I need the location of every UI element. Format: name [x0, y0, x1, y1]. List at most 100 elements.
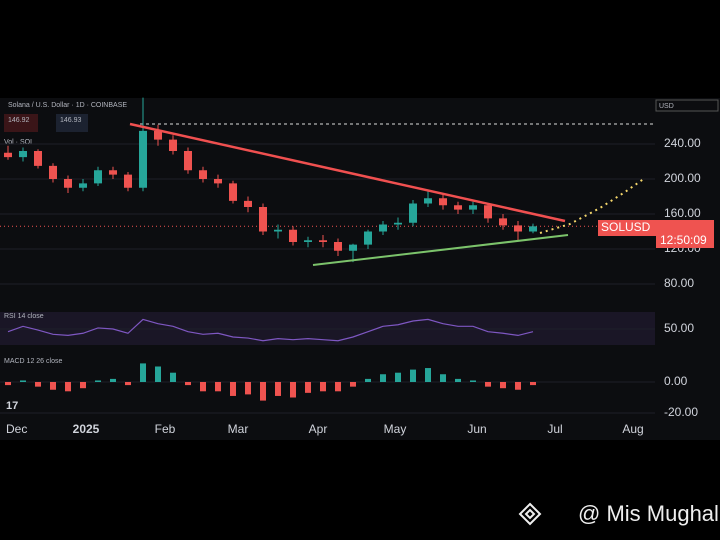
trendline-up — [312, 234, 569, 266]
y-tick-label: -20.00 — [664, 405, 698, 419]
y-tick-label: 200.00 — [664, 171, 701, 185]
volume-label: Vol · SOL — [4, 139, 34, 146]
candle-body — [439, 198, 447, 206]
logo: 17 — [6, 400, 18, 412]
candle-body — [259, 207, 267, 232]
candle-body — [289, 229, 297, 242]
symbol-tag — [598, 220, 656, 236]
macd-bar — [380, 374, 386, 382]
countdown: 12:50:09 — [660, 233, 707, 247]
macd-bar — [335, 382, 341, 392]
macd-bar — [230, 382, 236, 396]
candle-body — [79, 183, 87, 188]
macd-bar — [530, 382, 536, 386]
rsi-label: RSI 14 close — [4, 313, 44, 320]
candle-body — [274, 229, 282, 232]
watermark: @ Mis Mughal — [578, 501, 719, 526]
macd-bar — [305, 382, 311, 393]
binance-logo — [518, 502, 542, 526]
macd-bar — [500, 382, 506, 389]
candle-body — [229, 183, 237, 201]
macd-bar — [5, 382, 11, 386]
projection — [539, 177, 646, 234]
candle-body — [139, 130, 147, 188]
candle-body — [364, 231, 372, 245]
price-tag — [656, 220, 714, 248]
x-tick-label: Jun — [467, 422, 486, 436]
symbol: SOLUSD — [601, 220, 651, 234]
candle-body — [409, 203, 417, 223]
candle-body — [169, 139, 177, 151]
candle-body — [334, 242, 342, 251]
candle-body — [64, 179, 72, 188]
candle-body — [499, 218, 507, 226]
candle-body — [19, 151, 27, 158]
macd-bar — [215, 382, 221, 392]
candle-body — [349, 244, 357, 251]
candle-body — [424, 198, 432, 204]
macd-bar — [455, 378, 461, 382]
x-tick-label: Jul — [547, 422, 562, 436]
trendline-down — [129, 122, 566, 223]
chart-title: Solana / U.S. Dollar · 1D · COINBASE — [8, 102, 127, 109]
macd-bar — [275, 382, 281, 396]
macd-bar — [125, 382, 131, 386]
currency-select[interactable] — [655, 99, 719, 112]
candle-body — [4, 152, 12, 158]
macd-bar — [395, 372, 401, 382]
candle-body — [394, 222, 402, 225]
macd-bar — [410, 369, 416, 382]
macd-bar — [200, 382, 206, 392]
bid-box[interactable] — [4, 114, 38, 132]
candle-body — [94, 170, 102, 184]
ask-box[interactable] — [56, 114, 88, 132]
macd-bar — [350, 382, 356, 387]
candle-body — [469, 205, 477, 210]
macd-bar — [95, 380, 101, 382]
macd-bar — [290, 382, 296, 398]
currency: USD — [659, 103, 674, 110]
macd-bar — [440, 374, 446, 382]
candle-body — [529, 226, 537, 232]
y-tick-label: 160.00 — [664, 206, 701, 220]
macd-bar — [425, 368, 431, 382]
candle-body — [154, 130, 162, 140]
y-tick-label: 240.00 — [664, 136, 701, 150]
y-tick-label: 80.00 — [664, 276, 694, 290]
x-tick-label: May — [384, 422, 407, 436]
macd-bar — [470, 380, 476, 382]
candle-body — [244, 200, 252, 207]
macd-bar — [65, 382, 71, 392]
macd-bar — [20, 380, 26, 382]
macd-bar — [365, 378, 371, 382]
candle-body — [124, 174, 132, 188]
x-tick-label: 2025 — [73, 422, 100, 436]
macd-bar — [155, 366, 161, 382]
candle-body — [109, 170, 117, 175]
chart-bg — [0, 98, 720, 440]
macd-label: MACD 12 26 close — [4, 358, 62, 365]
candle-body — [484, 205, 492, 219]
candle-body — [514, 225, 522, 232]
y-tick-label: 50.00 — [664, 321, 694, 335]
candle-body — [34, 151, 42, 166]
macd-bar — [245, 382, 251, 395]
macd-bar — [35, 382, 41, 387]
candle-body — [304, 240, 312, 242]
bid-text: 146.92 — [8, 117, 30, 124]
x-tick-label: Aug — [622, 422, 643, 436]
macd-bar — [485, 382, 491, 387]
x-tick-label: Mar — [228, 422, 249, 436]
macd-bar — [320, 382, 326, 392]
macd-bar — [515, 382, 521, 390]
x-tick-label: Dec — [6, 422, 27, 436]
rsi-line — [7, 318, 534, 342]
candle-body — [319, 240, 327, 242]
candle-body — [199, 170, 207, 179]
x-tick-label: Feb — [155, 422, 176, 436]
macd-bar — [80, 382, 86, 389]
candle-body — [184, 151, 192, 171]
macd-bar — [110, 378, 116, 382]
macd-bar — [50, 382, 56, 390]
